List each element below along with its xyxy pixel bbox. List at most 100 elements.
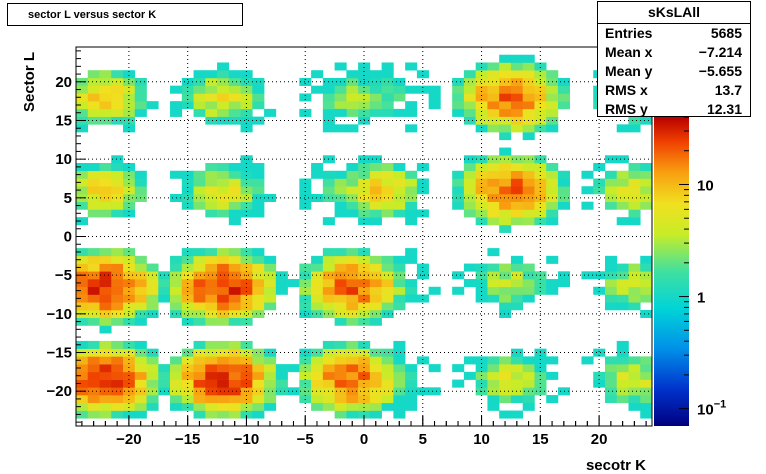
heatmap-cell (193, 379, 206, 388)
heatmap-cell (393, 170, 406, 179)
heatmap-cell (499, 93, 512, 102)
y-tick-label: 5 (64, 190, 72, 207)
heatmap-cell (604, 170, 618, 179)
stats-entries-label: Entries (605, 25, 653, 41)
heatmap-cell (76, 356, 89, 365)
heatmap-cell (334, 356, 347, 365)
heatmap-cell (487, 178, 500, 187)
heatmap-cell (264, 356, 277, 365)
heatmap-cell (322, 356, 335, 365)
heatmap-cell (405, 364, 418, 373)
x-tick-label: 0 (360, 431, 368, 448)
heatmap-cell (228, 371, 241, 380)
heatmap-cell (346, 279, 359, 288)
heatmap-cell (217, 178, 230, 187)
heatmap-cell (534, 217, 547, 226)
heatmap-cell (334, 186, 347, 195)
heatmap-cell (111, 77, 124, 86)
heatmap-cell (393, 279, 406, 288)
chart-title: sector L versus sector K (28, 9, 157, 21)
heatmap-cell (123, 193, 136, 202)
heatmap-cell (628, 286, 641, 295)
heatmap-cell (87, 395, 100, 404)
heatmap-cell (111, 108, 124, 117)
heatmap-cell (534, 209, 547, 218)
heatmap-cell (252, 186, 265, 195)
heatmap-cell (499, 395, 512, 404)
heatmap-cell (346, 286, 359, 295)
heatmap-cell (358, 410, 371, 419)
heatmap-cell (252, 170, 265, 179)
heatmap-cell (111, 317, 124, 326)
heatmap-cell (381, 193, 394, 202)
stats-entries-value: 5685 (710, 25, 742, 41)
heatmap-cell (205, 302, 218, 311)
heatmap-cell (111, 170, 124, 179)
heatmap-cell (228, 93, 241, 102)
heatmap-cell (616, 340, 629, 349)
heatmap-cell (428, 101, 441, 110)
heatmap-cell (475, 178, 488, 187)
heatmap-cell (311, 279, 324, 288)
heatmap-cell (99, 410, 112, 419)
heatmap-cell (228, 163, 241, 172)
heatmap-cell (499, 178, 512, 187)
heatmap-cell (205, 186, 218, 195)
heatmap-cell (369, 217, 382, 226)
heatmap-cell (393, 271, 406, 280)
heatmap-cell (640, 410, 653, 419)
heatmap-cell (369, 93, 382, 102)
heatmap-cell (99, 93, 112, 102)
heatmap-cell (311, 395, 324, 404)
heatmap-cell (499, 62, 512, 71)
heatmap-cell (640, 387, 653, 396)
heatmap-cell (134, 101, 147, 110)
heatmap-cell (252, 248, 265, 257)
heatmap-cell (499, 379, 512, 388)
heatmap-cell (510, 371, 523, 380)
heatmap-cell (369, 155, 382, 164)
heatmap-cell (193, 93, 206, 102)
heatmap-cell (499, 132, 512, 141)
heatmap-cell (334, 201, 347, 210)
heatmap-cell (346, 170, 359, 179)
heatmap-cell (193, 186, 206, 195)
heatmap-cell (111, 271, 124, 280)
stats-meanx-label: Mean x (605, 44, 653, 60)
heatmap-cell (557, 186, 571, 195)
heatmap-cell (534, 170, 547, 179)
heatmap-cell (99, 163, 112, 172)
heatmap-cell (369, 108, 382, 117)
heatmap-cell (181, 248, 194, 257)
heatmap-cell (628, 302, 641, 311)
heatmap-cell (546, 201, 559, 210)
heatmap-cell (193, 387, 206, 396)
heatmap-cell (134, 186, 147, 195)
heatmap-cell (628, 178, 641, 187)
heatmap-cell (299, 348, 312, 357)
heatmap-cell (358, 364, 371, 373)
heatmap-cell (99, 387, 112, 396)
heatmap-cell (369, 395, 382, 404)
heatmap-cell (346, 201, 359, 210)
heatmap-cell (393, 201, 406, 210)
heatmap-cell (510, 364, 523, 373)
heatmap-cell (346, 317, 359, 326)
heatmap-cell (181, 170, 194, 179)
heatmap-cell (369, 364, 382, 373)
heatmap-cell (369, 294, 382, 303)
heatmap-cell (205, 340, 218, 349)
heatmap-cell (405, 170, 418, 179)
heatmap-cell (463, 193, 476, 202)
heatmap-cell (217, 286, 230, 295)
heatmap-cell (123, 286, 136, 295)
heatmap-cell (87, 77, 100, 86)
heatmap-cell (534, 178, 547, 187)
heatmap-cell (228, 108, 241, 117)
heatmap-cell (146, 302, 159, 311)
heatmap-cell (522, 364, 535, 373)
heatmap-cell (228, 286, 241, 295)
heatmap-cell (193, 395, 206, 404)
heatmap-cell (604, 255, 618, 264)
heatmap-cell (452, 286, 465, 295)
